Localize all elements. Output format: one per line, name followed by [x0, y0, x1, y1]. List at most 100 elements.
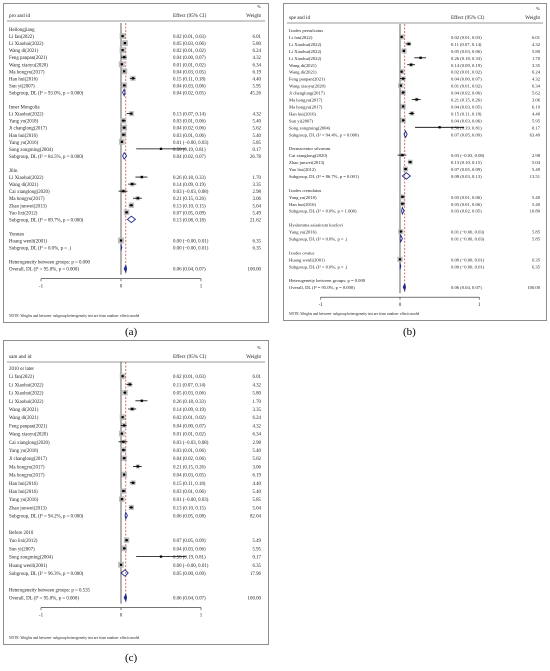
study-label: Ma hongyu(2017)	[9, 465, 45, 470]
weight-label: 5.80	[252, 392, 261, 397]
effect-ci-label: 0.50 (0.19, 0.81)	[173, 556, 206, 561]
study-label: Zhao junwei(2013)	[289, 160, 325, 165]
weight-header-top: %	[257, 345, 261, 350]
point-estimate	[419, 56, 422, 59]
x-axis-tick-label: 0	[120, 285, 123, 290]
effect-ci-label: 0.01 (−0.00, 0.03)	[173, 141, 209, 146]
study-label: Li Xiaohui(2022)	[9, 42, 44, 47]
study-label: Ji changlong(2017)	[289, 91, 325, 96]
panel-label-b: (b)	[403, 326, 416, 338]
point-estimate	[120, 432, 123, 435]
point-estimate	[121, 34, 124, 38]
subtotal-label: Subgroup, DL (I² = 96.3%, p = 0.000)	[9, 571, 84, 577]
footnote: NOTE: Weights and between- subgroup hete…	[289, 312, 419, 316]
point-estimate	[401, 202, 404, 205]
effect-ci-label: 0.04 (0.02, 0.07)	[173, 155, 206, 160]
effect-ci-label: 0.04 (0.02, 0.06)	[451, 91, 482, 97]
effect-ci-label: 0.06 (0.04, 0.07)	[451, 285, 482, 291]
point-estimate	[130, 204, 133, 207]
effect-ci-label: 0.00 (−0.00, 0.01)	[173, 240, 209, 245]
study-label: Sun yi(2007)	[289, 118, 314, 123]
weight-label: 5.80	[532, 49, 541, 54]
weight-label: 100.00	[248, 597, 262, 602]
effect-ci-label: 0.02 (0.01, 0.03)	[451, 35, 482, 41]
weight-label: 26.78	[250, 155, 262, 160]
study-label: Ji changlong(2017)	[9, 457, 47, 462]
study-label: Li Xiaohui(2022)	[289, 42, 322, 47]
point-estimate	[120, 63, 123, 66]
point-estimate	[400, 70, 403, 73]
weight-label: 0.17	[252, 148, 261, 153]
weight-label: 5.04	[252, 506, 261, 511]
weight-column-header: Weight	[246, 354, 261, 360]
point-estimate	[438, 126, 441, 129]
weight-label: 5.85	[252, 498, 261, 503]
weight-label: 5.49	[252, 211, 261, 216]
point-estimate	[123, 42, 127, 45]
point-estimate	[123, 547, 126, 550]
point-estimate	[123, 56, 126, 59]
effect-column-header: Effect (95% CI)	[173, 353, 207, 360]
weight-label: 6.35	[532, 264, 541, 269]
effect-ci-label: 0.02 (0.01, 0.03)	[173, 375, 206, 380]
study-label: Zhao junwei(2013)	[9, 204, 47, 209]
forest-plot-a: % pro and id Effect (95% CI) Weight Heilongj…	[3, 3, 269, 323]
weight-label: 100.00	[248, 268, 262, 273]
weight-label: 5.95	[252, 547, 261, 552]
effect-ci-label: 0.04 (0.03, 0.06)	[173, 547, 206, 552]
weight-label: 6.34	[532, 84, 541, 89]
overall-diamond	[123, 593, 128, 603]
effect-ci-label: 0.03 (0.01, 0.06)	[173, 490, 206, 495]
panel-label-c: (c)	[125, 652, 138, 664]
study-label: Ma hongyu(2017)	[289, 98, 323, 103]
effect-ci-label: 0.21 (0.15, 0.26)	[451, 98, 482, 104]
study-label: Wang di(2021)	[9, 416, 39, 421]
effect-ci-label: 0.03 (0.01, 0.06)	[173, 449, 206, 454]
study-label: Sun yi(2007)	[9, 547, 35, 552]
study-label: Wang xiaoyu(2020)	[9, 63, 48, 68]
study-label: Ma hongyu(2017)	[9, 474, 45, 479]
effect-ci-label: 0.02 (0.01, 0.02)	[173, 49, 206, 54]
study-label: Yao lixi(2012)	[9, 539, 38, 544]
weight-label: 4.32	[252, 383, 261, 388]
subtotal-label: Subgroup, DL (I² = 94.2%, p = 0.000)	[9, 514, 84, 520]
overall-diamond	[123, 264, 128, 274]
study-label: Li Xiaohui(2022)	[9, 392, 44, 397]
weight-label: 2.98	[252, 190, 261, 195]
point-estimate	[130, 112, 133, 115]
effect-ci-label: 0.02 (0.01, 0.02)	[451, 70, 482, 76]
weight-label: 3.35	[532, 63, 541, 68]
study-label: Cai xianglong(2020)	[289, 153, 328, 158]
effect-ci-label: 0.11 (0.07, 0.14)	[173, 383, 206, 388]
footnote: NOTE: Weights and between- subgroup hete…	[9, 314, 139, 318]
effect-ci-label: 0.05 (0.03, 0.06)	[451, 49, 482, 55]
study-label: Han hui(2016)	[289, 202, 316, 207]
point-estimate	[122, 489, 125, 493]
effect-ci-label: 0.01 (−0.00, 0.03)	[451, 230, 485, 236]
effect-ci-label: 0.07 (0.05, 0.09)	[451, 132, 482, 138]
effect-ci-label: 0.13 (0.10, 0.15)	[451, 160, 482, 166]
study-label: Wang di(2021)	[9, 408, 39, 413]
forest-plot-b: % spe and id Effect (95% CI) Weight Ixodes p…	[283, 3, 547, 321]
weight-label: 6.35	[252, 247, 261, 252]
point-estimate	[125, 539, 128, 542]
plot-frame	[3, 340, 269, 645]
weight-label: 5.40	[252, 490, 261, 495]
subgroup-diamond	[399, 262, 402, 270]
study-label: Yang yu(2016)	[9, 498, 39, 503]
study-label: Li fan(2022)	[9, 35, 34, 40]
weight-column-header: Weight	[525, 15, 540, 21]
study-column-header: sam and id	[9, 354, 32, 360]
effect-ci-label: 0.08 (0.03, 0.13)	[451, 174, 482, 180]
weight-label: 5.40	[532, 202, 541, 207]
study-label: Song zongming(2004)	[9, 556, 53, 561]
point-estimate	[402, 91, 405, 94]
subgroup-label: 2010 or later	[9, 367, 34, 372]
study-label: Feng panpan(2021)	[289, 77, 325, 82]
study-label: Wang di(2021)	[289, 70, 317, 75]
study-label: Han hui(2016)	[9, 134, 38, 139]
study-label: Li Xiaohui(2022)	[289, 49, 322, 54]
weight-label: 10.80	[530, 209, 541, 214]
weight-label: 2.98	[252, 441, 261, 446]
effect-ci-label: 0.04 (0.02, 0.05)	[173, 91, 206, 96]
